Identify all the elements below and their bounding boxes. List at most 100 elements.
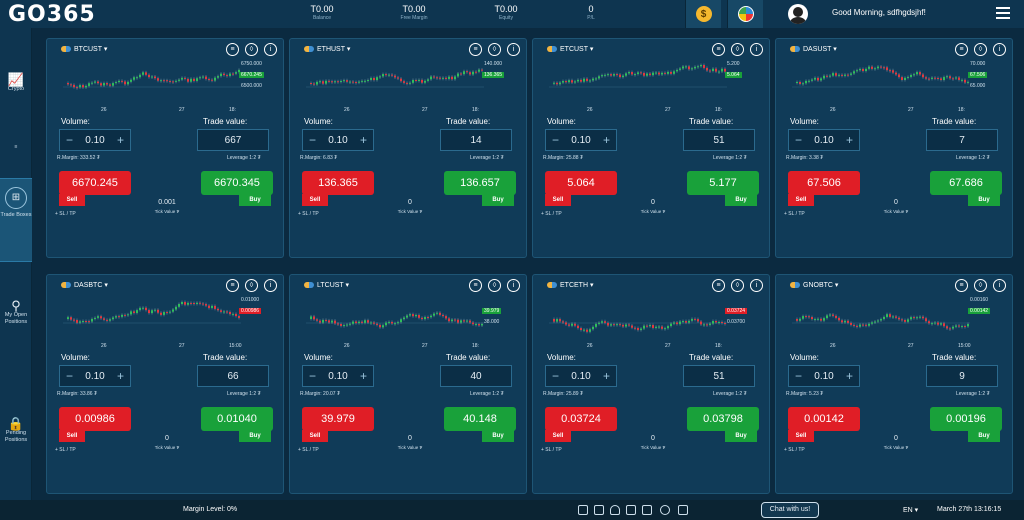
info-icon[interactable]: i bbox=[264, 279, 277, 292]
sell-button[interactable]: 39.979 bbox=[302, 407, 374, 431]
sell-button[interactable]: 5.064 bbox=[545, 171, 617, 195]
list-icon[interactable]: ≡ bbox=[226, 43, 239, 56]
sell-tag[interactable]: Sell bbox=[788, 430, 814, 442]
settings-icon[interactable] bbox=[660, 505, 670, 515]
sidebar-collapse-handle[interactable]: ≡ bbox=[14, 144, 18, 150]
buy-tag[interactable]: Buy bbox=[482, 430, 514, 442]
price-chart[interactable] bbox=[63, 59, 269, 107]
alert-icon[interactable]: ◊ bbox=[488, 279, 501, 292]
sell-tag[interactable]: Sell bbox=[302, 194, 328, 206]
copy-icon[interactable] bbox=[594, 505, 604, 515]
language-select[interactable]: EN ▾ bbox=[903, 507, 919, 514]
increase-volume-button[interactable]: + bbox=[359, 369, 367, 383]
symbol-selector[interactable]: ETHUST ▾ bbox=[304, 45, 350, 53]
sell-tag[interactable]: Sell bbox=[545, 430, 571, 442]
alert-icon[interactable]: ◊ bbox=[974, 279, 987, 292]
sl-tp-link[interactable]: + SL / TP bbox=[298, 447, 319, 453]
deposit-button[interactable]: $ bbox=[685, 0, 721, 28]
sell-tag[interactable]: Sell bbox=[59, 430, 85, 442]
sidebar-item-pending-positions[interactable]: 🔒 Pending Positions bbox=[0, 417, 32, 444]
alert-icon[interactable]: ◊ bbox=[731, 43, 744, 56]
buy-tag[interactable]: Buy bbox=[968, 194, 1000, 206]
sell-button[interactable]: 136.365 bbox=[302, 171, 374, 195]
volume-value[interactable]: 0.10 bbox=[85, 134, 105, 146]
sell-tag[interactable]: Sell bbox=[59, 194, 85, 206]
trade-value-input[interactable]: 7 bbox=[926, 129, 998, 151]
alert-icon[interactable]: ◊ bbox=[488, 43, 501, 56]
buy-button[interactable]: 0.01040 bbox=[201, 407, 273, 431]
trade-value-input[interactable]: 40 bbox=[440, 365, 512, 387]
decrease-volume-button[interactable]: − bbox=[309, 133, 317, 147]
alert-icon[interactable]: ◊ bbox=[245, 279, 258, 292]
buy-tag[interactable]: Buy bbox=[239, 430, 271, 442]
price-chart[interactable] bbox=[63, 295, 269, 343]
trade-value-input[interactable]: 14 bbox=[440, 129, 512, 151]
symbol-selector[interactable]: LTCUST ▾ bbox=[304, 281, 349, 289]
price-chart[interactable] bbox=[549, 59, 755, 107]
increase-volume-button[interactable]: + bbox=[845, 133, 853, 147]
increase-volume-button[interactable]: + bbox=[602, 369, 610, 383]
buy-tag[interactable]: Buy bbox=[725, 430, 757, 442]
trade-value-input[interactable]: 66 bbox=[197, 365, 269, 387]
chat-button[interactable]: Chat with us! bbox=[761, 502, 819, 518]
bell-icon[interactable] bbox=[610, 505, 620, 515]
symbol-selector[interactable]: DASBTC ▾ bbox=[61, 281, 108, 289]
volume-value[interactable]: 0.10 bbox=[814, 370, 834, 382]
sl-tp-link[interactable]: + SL / TP bbox=[541, 447, 562, 453]
volume-value[interactable]: 0.10 bbox=[571, 370, 591, 382]
language-button[interactable] bbox=[727, 0, 763, 28]
buy-button[interactable]: 0.00196 bbox=[930, 407, 1002, 431]
volume-value[interactable]: 0.10 bbox=[814, 134, 834, 146]
buy-button[interactable]: 6670.345 bbox=[201, 171, 273, 195]
symbol-selector[interactable]: DASUST ▾ bbox=[790, 45, 837, 53]
sl-tp-link[interactable]: + SL / TP bbox=[55, 447, 76, 453]
price-chart[interactable] bbox=[549, 295, 755, 343]
decrease-volume-button[interactable]: − bbox=[66, 133, 74, 147]
info-icon[interactable]: i bbox=[507, 43, 520, 56]
increase-volume-button[interactable]: + bbox=[845, 369, 853, 383]
list-icon[interactable]: ≡ bbox=[469, 43, 482, 56]
increase-volume-button[interactable]: + bbox=[359, 133, 367, 147]
volume-value[interactable]: 0.10 bbox=[85, 370, 105, 382]
info-icon[interactable]: i bbox=[993, 279, 1006, 292]
decrease-volume-button[interactable]: − bbox=[552, 369, 560, 383]
layout-icon[interactable] bbox=[642, 505, 652, 515]
fullscreen-icon[interactable] bbox=[678, 505, 688, 515]
sell-tag[interactable]: Sell bbox=[788, 194, 814, 206]
increase-volume-button[interactable]: + bbox=[116, 369, 124, 383]
buy-button[interactable]: 5.177 bbox=[687, 171, 759, 195]
price-chart[interactable] bbox=[306, 295, 512, 343]
decrease-volume-button[interactable]: − bbox=[309, 369, 317, 383]
sidebar-item-open-positions[interactable]: ⚲ My Open Positions bbox=[0, 299, 32, 326]
sell-button[interactable]: 6670.245 bbox=[59, 171, 131, 195]
price-chart[interactable] bbox=[306, 59, 512, 107]
list-icon[interactable]: ≡ bbox=[955, 279, 968, 292]
square-icon[interactable] bbox=[578, 505, 588, 515]
buy-button[interactable]: 136.657 bbox=[444, 171, 516, 195]
volume-value[interactable]: 0.10 bbox=[571, 134, 591, 146]
symbol-selector[interactable]: ETCUST ▾ bbox=[547, 45, 593, 53]
sl-tp-link[interactable]: + SL / TP bbox=[55, 211, 76, 217]
symbol-selector[interactable]: GNOBTC ▾ bbox=[790, 281, 838, 289]
sl-tp-link[interactable]: + SL / TP bbox=[784, 447, 805, 453]
list-icon[interactable]: ≡ bbox=[712, 43, 725, 56]
decrease-volume-button[interactable]: − bbox=[795, 133, 803, 147]
info-icon[interactable]: i bbox=[264, 43, 277, 56]
sidebar-item-crypto[interactable]: 📈 Crypto bbox=[0, 73, 32, 93]
symbol-selector[interactable]: BTCUST ▾ bbox=[61, 45, 107, 53]
price-chart[interactable] bbox=[792, 59, 998, 107]
decrease-volume-button[interactable]: − bbox=[552, 133, 560, 147]
sell-button[interactable]: 67.506 bbox=[788, 171, 860, 195]
alert-icon[interactable]: ◊ bbox=[245, 43, 258, 56]
price-chart[interactable] bbox=[792, 295, 998, 343]
sell-tag[interactable]: Sell bbox=[545, 194, 571, 206]
buy-tag[interactable]: Buy bbox=[968, 430, 1000, 442]
list-icon[interactable]: ≡ bbox=[712, 279, 725, 292]
trade-value-input[interactable]: 51 bbox=[683, 365, 755, 387]
info-icon[interactable]: i bbox=[750, 43, 763, 56]
trade-value-input[interactable]: 51 bbox=[683, 129, 755, 151]
sell-button[interactable]: 0.00986 bbox=[59, 407, 131, 431]
buy-button[interactable]: 40.148 bbox=[444, 407, 516, 431]
alert-icon[interactable]: ◊ bbox=[974, 43, 987, 56]
sidebar-item-trade-boxes[interactable]: ⊞ Trade Boxes bbox=[0, 178, 32, 262]
